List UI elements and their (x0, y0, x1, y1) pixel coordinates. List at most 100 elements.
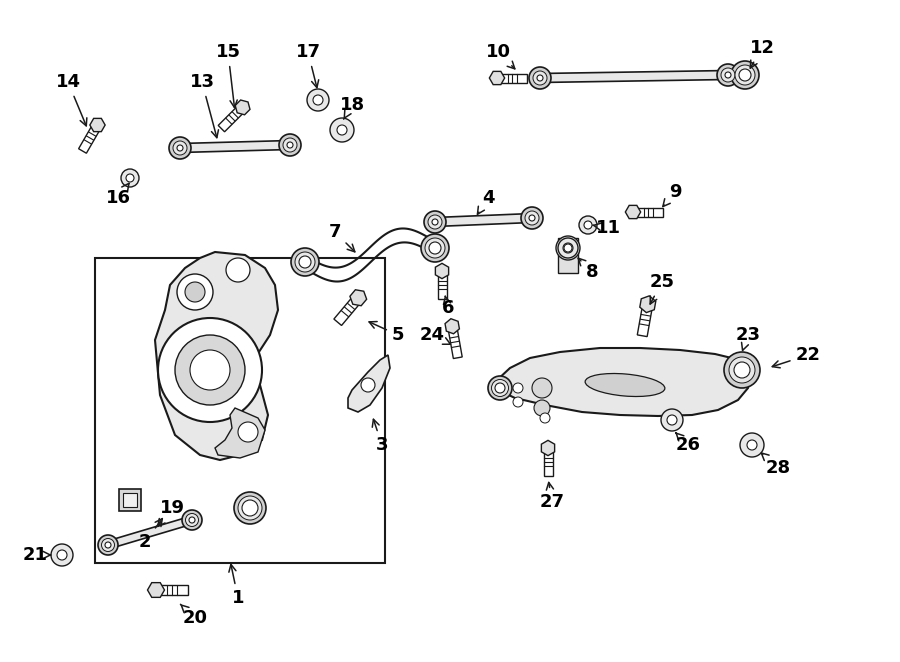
Circle shape (537, 75, 543, 81)
Text: 11: 11 (592, 219, 620, 237)
Circle shape (105, 542, 111, 548)
Polygon shape (334, 295, 362, 326)
Circle shape (185, 282, 205, 302)
Circle shape (533, 71, 547, 85)
Circle shape (724, 352, 760, 388)
Circle shape (313, 95, 323, 105)
Text: 19: 19 (158, 499, 184, 526)
Circle shape (529, 215, 535, 221)
Text: 3: 3 (373, 419, 388, 454)
Circle shape (51, 544, 73, 566)
Polygon shape (218, 104, 246, 132)
Circle shape (175, 335, 245, 405)
Circle shape (521, 207, 543, 229)
Polygon shape (78, 122, 102, 153)
Circle shape (238, 496, 262, 520)
Circle shape (425, 238, 445, 258)
Circle shape (234, 492, 266, 524)
Text: 25: 25 (650, 273, 674, 304)
Bar (122, 493, 138, 507)
Polygon shape (640, 296, 656, 312)
Circle shape (177, 145, 183, 151)
Polygon shape (435, 214, 532, 226)
Text: 27: 27 (539, 483, 564, 511)
Bar (95, 258, 385, 563)
Text: 21: 21 (22, 546, 50, 564)
Polygon shape (348, 355, 390, 412)
Circle shape (283, 138, 297, 152)
Text: 22: 22 (772, 346, 821, 368)
Circle shape (102, 538, 114, 551)
Circle shape (307, 89, 329, 111)
Circle shape (429, 242, 441, 254)
Text: 9: 9 (663, 183, 681, 207)
Circle shape (182, 510, 202, 530)
Circle shape (534, 400, 550, 416)
Circle shape (540, 413, 550, 423)
Polygon shape (490, 71, 505, 85)
Ellipse shape (585, 373, 665, 397)
Circle shape (158, 318, 262, 422)
Circle shape (667, 415, 677, 425)
Polygon shape (215, 408, 265, 458)
Polygon shape (448, 326, 463, 359)
Text: 6: 6 (442, 296, 454, 317)
Text: 7: 7 (328, 223, 355, 252)
Text: 18: 18 (339, 96, 365, 119)
Text: 8: 8 (578, 258, 599, 281)
Polygon shape (626, 205, 641, 218)
Circle shape (424, 211, 446, 233)
Text: 23: 23 (735, 326, 760, 350)
Circle shape (126, 174, 134, 182)
Circle shape (735, 65, 755, 85)
Circle shape (361, 378, 375, 392)
Circle shape (295, 252, 315, 272)
Polygon shape (540, 70, 728, 83)
Polygon shape (445, 318, 459, 334)
Circle shape (564, 244, 572, 252)
Circle shape (169, 137, 191, 159)
Circle shape (661, 409, 683, 431)
Text: 2: 2 (139, 518, 162, 551)
Circle shape (242, 500, 258, 516)
Circle shape (299, 256, 311, 268)
Circle shape (491, 379, 508, 397)
Text: 28: 28 (761, 453, 790, 477)
Text: 15: 15 (215, 43, 240, 107)
Text: 14: 14 (56, 73, 86, 126)
Text: 5: 5 (369, 322, 404, 344)
Polygon shape (544, 448, 553, 476)
Circle shape (579, 216, 597, 234)
Polygon shape (235, 100, 250, 115)
Text: 1: 1 (229, 565, 244, 607)
Circle shape (185, 514, 199, 526)
Circle shape (279, 134, 301, 156)
Circle shape (177, 274, 213, 310)
Polygon shape (633, 207, 663, 216)
Circle shape (190, 350, 230, 390)
Polygon shape (495, 348, 752, 416)
Circle shape (287, 142, 293, 148)
Circle shape (525, 211, 539, 225)
Circle shape (513, 397, 523, 407)
Text: 10: 10 (485, 43, 515, 69)
Circle shape (226, 258, 250, 282)
Polygon shape (148, 583, 165, 597)
Bar (558, 238, 578, 273)
Circle shape (495, 383, 505, 393)
Text: 26: 26 (676, 433, 700, 454)
Circle shape (98, 535, 118, 555)
Circle shape (337, 125, 347, 135)
Circle shape (488, 376, 512, 400)
Circle shape (238, 422, 258, 442)
Circle shape (532, 378, 552, 398)
Circle shape (729, 357, 755, 383)
Circle shape (121, 169, 139, 187)
Circle shape (432, 219, 438, 225)
Text: 24: 24 (419, 326, 451, 344)
Circle shape (421, 234, 449, 262)
Polygon shape (437, 271, 446, 299)
Text: 20: 20 (180, 604, 208, 627)
Circle shape (584, 221, 592, 229)
Circle shape (189, 517, 195, 523)
